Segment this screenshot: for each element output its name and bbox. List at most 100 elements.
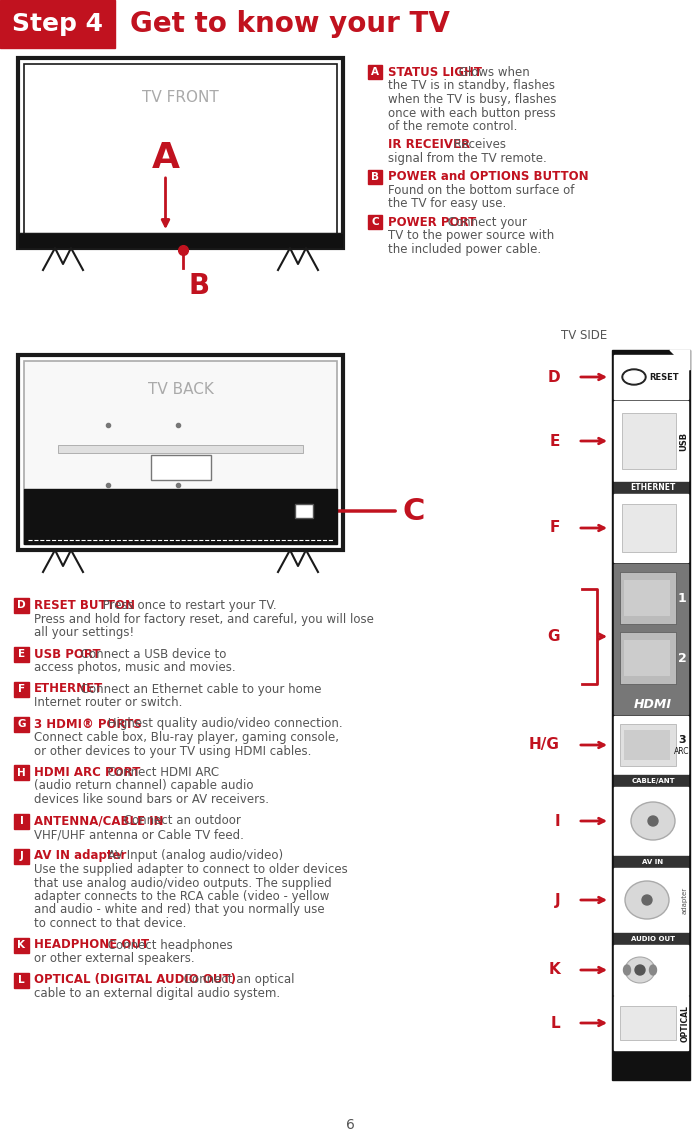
Text: H: H [17,767,26,778]
Bar [614,564,688,714]
Bar [614,716,688,774]
Bar [614,775,688,787]
Text: Connect an optical: Connect an optical [180,973,294,987]
Text: signal from the TV remote.: signal from the TV remote. [388,152,547,165]
Bar [620,1006,676,1040]
Text: USB: USB [680,431,689,450]
Bar [0,0,115,48]
Text: CABLE/ANT: CABLE/ANT [631,778,675,785]
Ellipse shape [631,802,675,840]
Bar [624,640,670,677]
Text: F: F [18,684,25,694]
Text: Connect an outdoor: Connect an outdoor [120,814,242,828]
Text: HDMI: HDMI [634,697,672,711]
Bar [622,413,676,468]
Bar [368,169,382,183]
Text: 3 HDMI® PORTS: 3 HDMI® PORTS [34,717,141,730]
Text: B: B [188,272,209,300]
Text: D: D [18,600,26,611]
Text: POWER PORT: POWER PORT [388,216,476,229]
Text: TV FRONT: TV FRONT [142,91,219,106]
Bar [614,493,688,562]
Text: that use analog audio/video outputs. The supplied: that use analog audio/video outputs. The… [34,877,332,889]
Ellipse shape [642,895,652,905]
Text: H/G: H/G [529,738,560,753]
Ellipse shape [635,965,645,976]
Bar [24,64,337,234]
Text: K: K [18,940,25,951]
Text: I: I [554,813,560,829]
Bar [18,58,343,248]
Bar [612,350,690,1080]
Bar [58,445,303,453]
Bar [24,489,337,543]
Text: once with each button press: once with each button press [388,107,556,119]
Bar [614,787,688,855]
Text: D: D [547,370,560,384]
Bar [18,355,343,550]
Ellipse shape [624,371,644,383]
Bar [19,233,342,247]
Text: all your settings!: all your settings! [34,626,134,639]
Text: C: C [371,217,379,227]
Text: Glows when: Glows when [455,66,530,78]
Text: Get to know your TV: Get to know your TV [130,10,450,38]
Text: I: I [20,816,23,825]
Text: access photos, music and movies.: access photos, music and movies. [34,661,236,674]
Text: HDMI ARC PORT: HDMI ARC PORT [34,766,141,779]
Text: J: J [554,893,560,907]
Bar [24,362,337,543]
Text: F: F [550,521,560,536]
Ellipse shape [625,881,669,919]
Text: AV IN: AV IN [643,858,664,865]
Bar [624,730,670,760]
Text: Connect HDMI ARC: Connect HDMI ARC [104,766,219,779]
Text: Press and hold for factory reset, and careful, you will lose: Press and hold for factory reset, and ca… [34,613,374,625]
Bar [14,813,29,829]
Bar [614,996,688,1049]
Bar [14,647,29,662]
Text: POWER and OPTIONS BUTTON: POWER and OPTIONS BUTTON [388,171,589,183]
Text: A: A [151,141,179,175]
Text: 3: 3 [678,735,686,745]
Text: adapter: adapter [682,887,688,913]
Bar [14,765,29,780]
Text: 1: 1 [678,591,687,605]
Text: Found on the bottom surface of: Found on the bottom surface of [388,184,575,197]
Text: Connect a USB device to: Connect a USB device to [77,647,227,661]
Text: Connect an Ethernet cable to your home: Connect an Ethernet cable to your home [77,682,322,696]
Bar [14,598,29,613]
Bar [614,856,688,868]
Bar [614,482,688,493]
Text: the TV for easy use.: the TV for easy use. [388,198,506,210]
Text: Internet router or switch.: Internet router or switch. [34,696,183,709]
Bar [295,504,313,518]
Bar [624,580,670,616]
Text: TV SIDE: TV SIDE [561,329,607,342]
Text: AV IN adapter: AV IN adapter [34,849,127,863]
Text: (audio return channel) capable audio: (audio return channel) capable audio [34,780,253,792]
Text: C: C [403,497,426,525]
Text: cable to an external digital audio system.: cable to an external digital audio syste… [34,987,280,1001]
Polygon shape [670,350,690,370]
Bar [614,933,688,945]
Text: RESET BUTTON: RESET BUTTON [34,599,135,612]
Text: ETHERNET: ETHERNET [630,483,676,492]
Bar [614,868,688,932]
Bar [368,65,382,78]
Text: Connect your: Connect your [444,216,527,229]
Ellipse shape [648,816,658,825]
Text: Connect headphones: Connect headphones [104,938,233,952]
Text: adapter connects to the RCA cable (video - yellow: adapter connects to the RCA cable (video… [34,890,330,903]
Text: ARC: ARC [674,747,690,756]
Text: HEADPHONE OUT: HEADPHONE OUT [34,938,149,952]
Text: 6: 6 [346,1118,354,1132]
Text: and audio - white and red) that you normally use: and audio - white and red) that you norm… [34,904,325,916]
Text: TV BACK: TV BACK [148,382,214,398]
Bar [620,724,676,766]
Text: Step 4: Step 4 [13,13,104,36]
Ellipse shape [622,370,646,385]
Text: AV Input (analog audio/video): AV Input (analog audio/video) [104,849,284,863]
Ellipse shape [650,965,657,976]
Text: Highest quality audio/video connection.: Highest quality audio/video connection. [104,717,343,730]
